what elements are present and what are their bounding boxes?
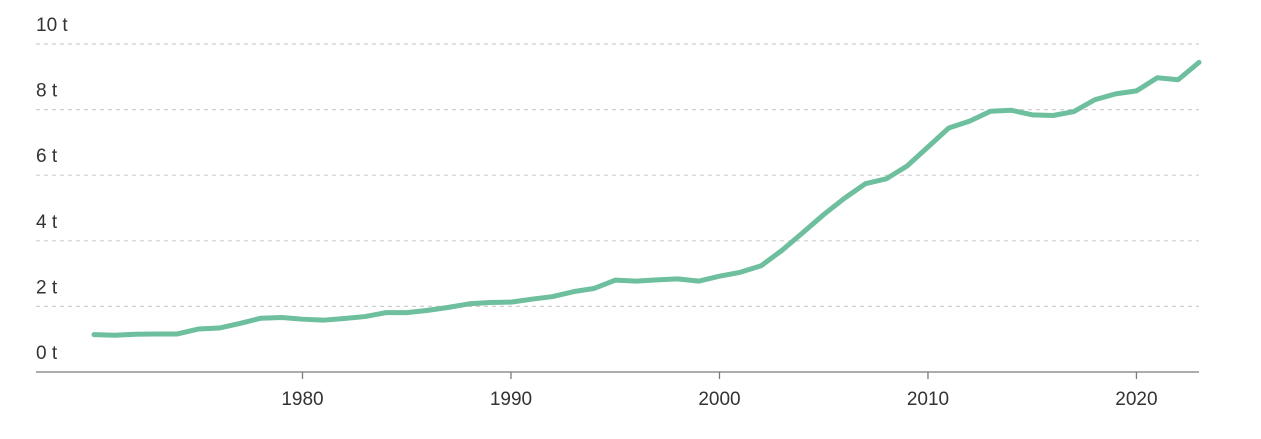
y-tick-label: 10 t [36,15,68,36]
data-point [738,270,743,275]
y-tick-label: 0 t [36,343,58,364]
data-point [905,164,910,169]
data-point [258,316,263,321]
data-point [196,327,201,332]
data-point [1071,109,1076,114]
data-point [842,196,847,201]
data-point [1113,91,1118,96]
x-tick-label: 1980 [281,389,323,410]
data-point [446,305,451,310]
data-point [217,326,222,331]
data-point [675,276,680,281]
data-point [654,277,659,282]
data-point [780,248,785,253]
data-point [967,119,972,124]
x-tick-label: 2000 [698,389,740,410]
data-point [529,297,534,302]
data-point [321,318,326,323]
data-point [821,212,826,217]
y-tick-label: 4 t [36,212,58,233]
data-point [237,321,242,326]
data-point [383,310,388,315]
data-point [759,263,764,268]
data-point [508,300,513,305]
grid-layer [36,43,1199,307]
y-tick-label: 6 t [36,146,58,167]
data-point [800,230,805,235]
data-point [634,279,639,284]
data-point [279,315,284,320]
data-point [1009,108,1014,113]
y-tick-label: 8 t [36,81,58,102]
data-point [1030,112,1035,117]
data-point [717,274,722,279]
data-point [1197,60,1202,65]
data-point [925,144,930,149]
data-point [404,310,409,315]
x-tick-label: 1990 [490,389,532,410]
data-point [696,279,701,284]
data-point [133,332,138,337]
axis-layer [36,371,1199,379]
data-point [425,308,430,313]
data-point [863,181,868,186]
data-point [1176,77,1181,82]
data-point [363,314,368,319]
data-point [488,300,493,305]
data-point [1155,75,1160,80]
y-tick-label: 2 t [36,277,58,298]
data-point [1134,88,1139,93]
data-point [92,332,97,337]
data-point [988,109,993,114]
data-point [571,289,576,294]
series-line [91,59,1202,338]
x-tick-label: 2020 [1115,389,1157,410]
data-point [884,176,889,181]
data-point [946,125,951,130]
data-point [154,331,159,336]
label-layer: 0 t 2 t 4 t 6 t 8 t 10 t 1980 1990 2000 2010 2020 [36,15,1158,410]
data-point [342,316,347,321]
x-tick-label: 2010 [907,389,949,410]
data-point [592,286,597,291]
data-point [300,317,305,322]
data-point [175,331,180,336]
series-layer [91,59,1202,338]
data-point [467,301,472,306]
data-point [112,333,117,338]
data-point [550,294,555,299]
data-point [1051,113,1056,118]
data-point [1092,97,1097,102]
data-point [613,278,618,283]
